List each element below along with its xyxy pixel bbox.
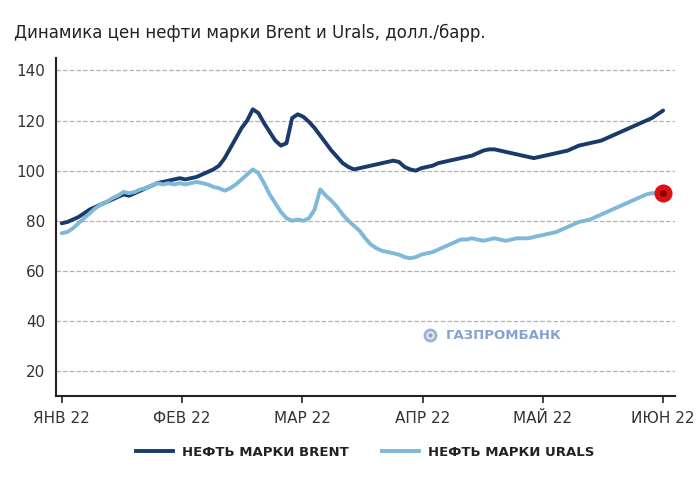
Legend: НЕФТЬ МАРКИ BRENT, НЕФТЬ МАРКИ URALS: НЕФТЬ МАРКИ BRENT, НЕФТЬ МАРКИ URALS <box>131 440 600 464</box>
Text: Динамика цен нефти марки Brent и Urals, долл./барр.: Динамика цен нефти марки Brent и Urals, … <box>14 24 486 43</box>
Text: ГАЗПРОМБАНК: ГАЗПРОМБАНК <box>446 329 562 341</box>
